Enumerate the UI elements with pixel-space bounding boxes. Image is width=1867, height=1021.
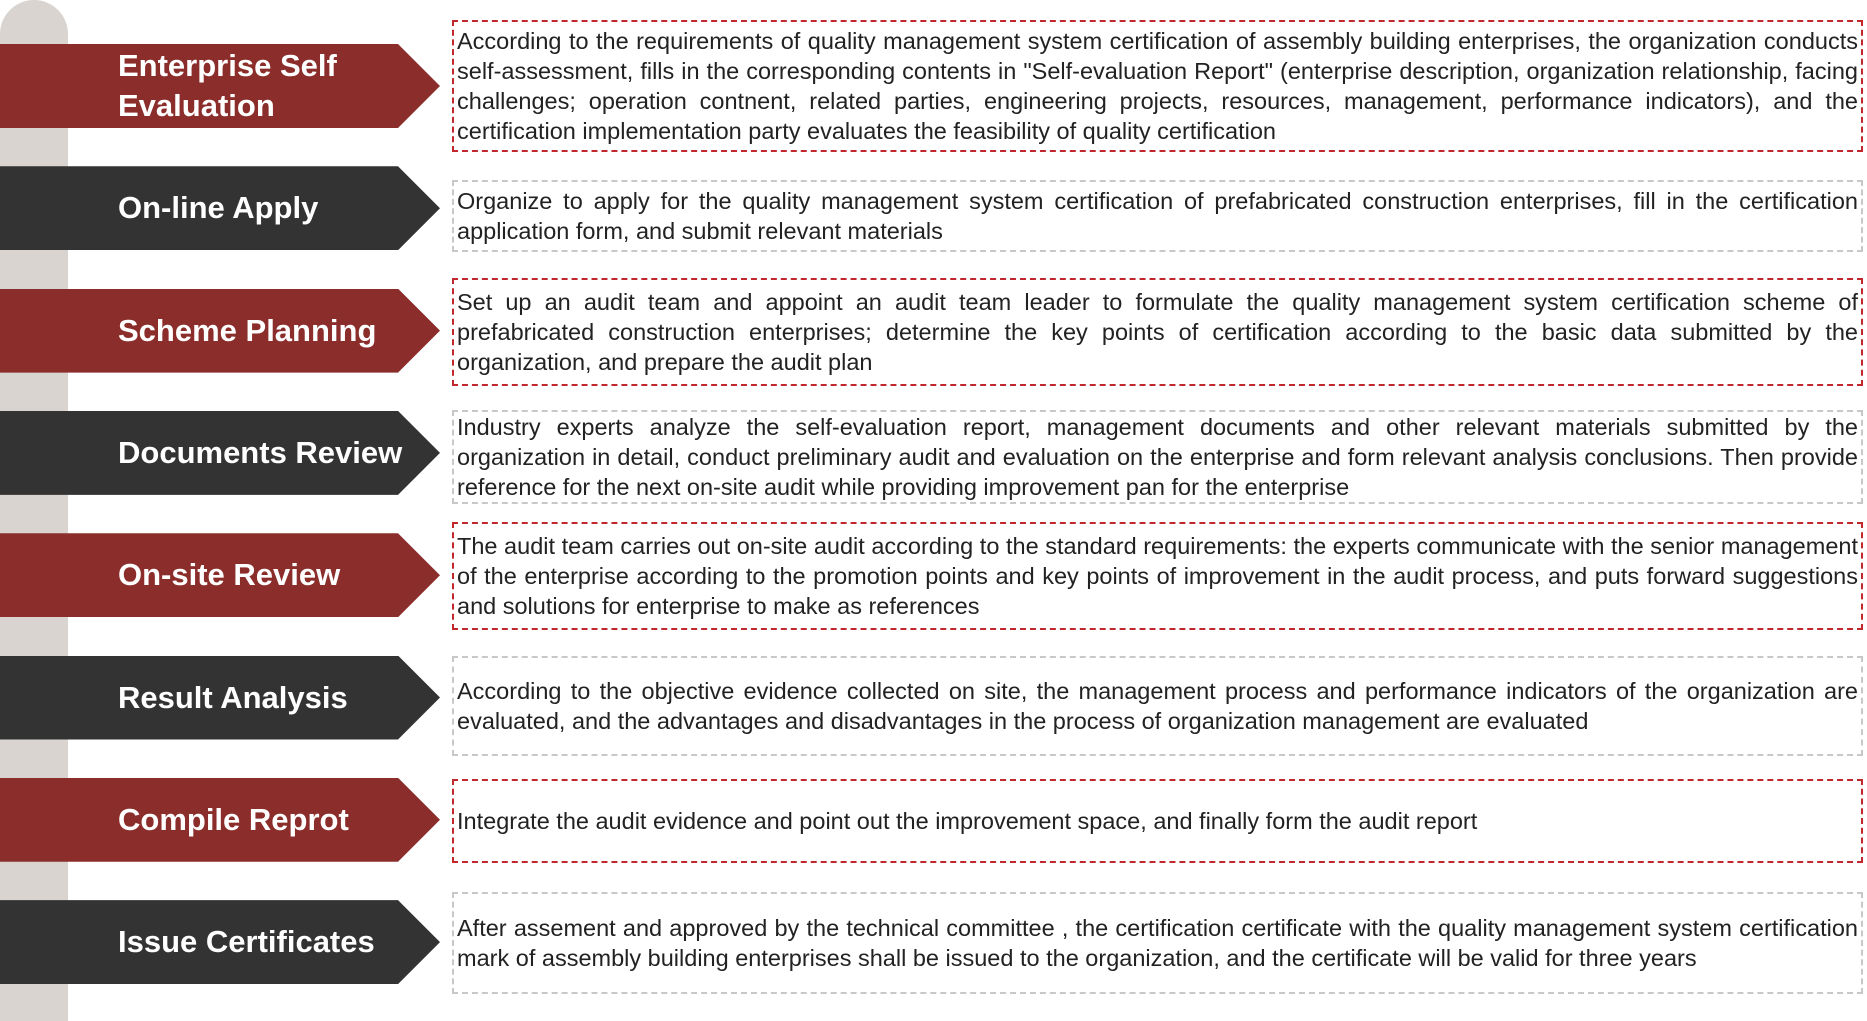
step-description-box: After assement and approved by the techn… bbox=[452, 892, 1863, 994]
step-description: Integrate the audit evidence and point o… bbox=[457, 808, 1478, 834]
step-description: The audit team carries out on-site audit… bbox=[457, 533, 1858, 619]
step-arrow: Issue Certificates bbox=[0, 900, 440, 985]
step-description: According to the objective evidence coll… bbox=[457, 678, 1858, 734]
step-description: Organize to apply for the quality manage… bbox=[457, 188, 1858, 244]
step-label: Documents Review bbox=[118, 434, 403, 470]
step-description-box: Set up an audit team and appoint an audi… bbox=[452, 278, 1863, 386]
step-description-box: The audit team carries out on-site audit… bbox=[452, 522, 1863, 630]
step-description-box: Industry experts analyze the self-evalua… bbox=[452, 410, 1863, 504]
step-arrow: On-line Apply bbox=[0, 166, 440, 251]
step-label: Enterprise Self Evaluation bbox=[118, 48, 337, 123]
step-label: Result Analysis bbox=[118, 679, 348, 715]
step-arrow: Enterprise Self Evaluation bbox=[0, 44, 440, 128]
step-arrow: Scheme Planning bbox=[0, 288, 440, 373]
step-arrow: On-site Review bbox=[0, 533, 440, 618]
step-label: On-site Review bbox=[118, 557, 341, 593]
step-arrow: Result Analysis bbox=[0, 655, 440, 740]
step-label: Compile Reprot bbox=[118, 801, 349, 837]
step-description: After assement and approved by the techn… bbox=[457, 915, 1858, 971]
step-description-box: Organize to apply for the quality manage… bbox=[452, 180, 1863, 252]
step-label: Issue Certificates bbox=[118, 924, 375, 960]
timeline-rail bbox=[0, 0, 68, 1021]
step-description-box: Integrate the audit evidence and point o… bbox=[452, 779, 1863, 863]
step-description: According to the requirements of quality… bbox=[457, 28, 1858, 144]
step-description: Set up an audit team and appoint an audi… bbox=[457, 289, 1858, 375]
step-arrow: Compile Reprot bbox=[0, 777, 440, 862]
step-description: Industry experts analyze the self-evalua… bbox=[457, 414, 1858, 500]
step-arrow: Documents Review bbox=[0, 410, 440, 495]
step-description-box: According to the requirements of quality… bbox=[452, 20, 1863, 152]
step-description-box: According to the objective evidence coll… bbox=[452, 656, 1863, 756]
step-label: On-line Apply bbox=[118, 190, 319, 226]
step-label: Scheme Planning bbox=[118, 312, 377, 348]
